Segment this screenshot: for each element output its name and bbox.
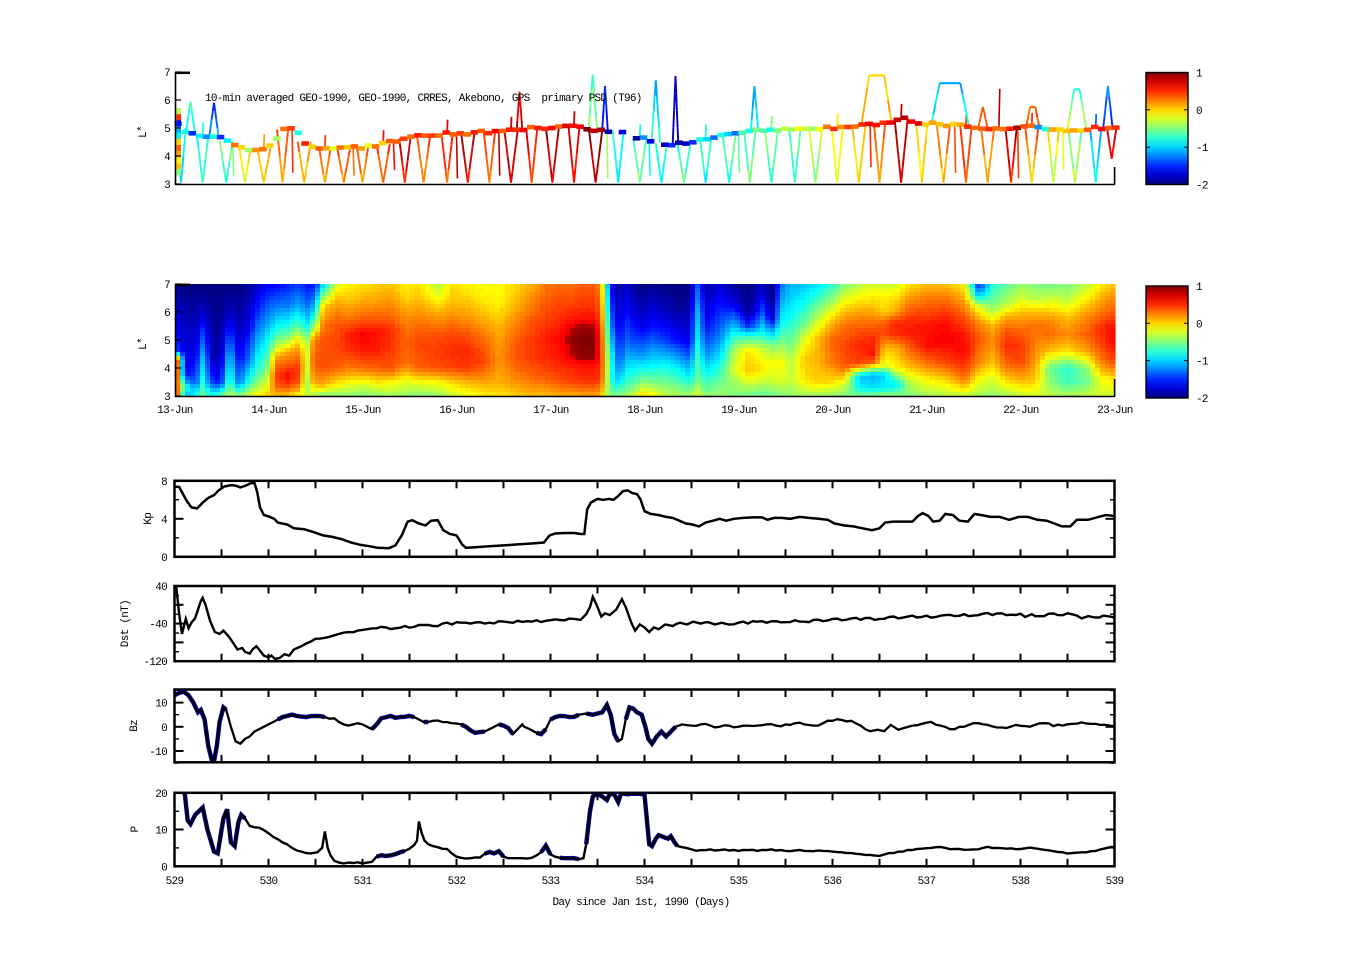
- svg-text:0: 0: [1196, 106, 1202, 118]
- svg-text:-2: -2: [1196, 394, 1208, 406]
- svg-text:-1: -1: [1196, 357, 1209, 369]
- svg-text:20: 20: [155, 789, 167, 801]
- svg-text:8: 8: [161, 477, 167, 489]
- svg-text:15-Jun: 15-Jun: [345, 405, 381, 417]
- svg-text:529: 529: [166, 876, 184, 888]
- svg-text:0: 0: [161, 723, 167, 735]
- svg-text:1: 1: [1196, 282, 1203, 294]
- svg-text:533: 533: [542, 876, 560, 888]
- svg-text:18-Jun: 18-Jun: [627, 405, 663, 417]
- svg-text:23-Jun: 23-Jun: [1097, 405, 1133, 417]
- svg-text:4: 4: [164, 152, 171, 164]
- svg-text:531: 531: [354, 876, 373, 888]
- svg-text:537: 537: [918, 876, 936, 888]
- svg-text:Dst (nT): Dst (nT): [120, 600, 132, 647]
- svg-text:538: 538: [1012, 876, 1030, 888]
- svg-text:5: 5: [164, 336, 170, 348]
- svg-text:14-Jun: 14-Jun: [251, 405, 287, 417]
- svg-text:0: 0: [161, 862, 167, 874]
- svg-text:534: 534: [636, 876, 655, 888]
- svg-text:530: 530: [260, 876, 278, 888]
- svg-text:4: 4: [164, 364, 171, 376]
- svg-text:21-Jun: 21-Jun: [909, 405, 945, 417]
- svg-text:5: 5: [164, 124, 170, 136]
- svg-text:13-Jun: 13-Jun: [157, 405, 193, 417]
- svg-text:3: 3: [164, 180, 170, 192]
- svg-text:1: 1: [1196, 69, 1203, 81]
- svg-text:-1: -1: [1196, 143, 1209, 155]
- svg-text:L*: L*: [137, 338, 150, 350]
- svg-text:16-Jun: 16-Jun: [439, 405, 475, 417]
- svg-text:-40: -40: [149, 620, 167, 632]
- svg-text:4: 4: [161, 515, 168, 527]
- svg-text:Kp: Kp: [143, 513, 155, 525]
- svg-text:0: 0: [1196, 319, 1202, 331]
- svg-text:0: 0: [161, 553, 167, 565]
- svg-text:532: 532: [448, 876, 466, 888]
- svg-text:17-Jun: 17-Jun: [533, 405, 569, 417]
- svg-text:535: 535: [730, 876, 748, 888]
- svg-text:L*: L*: [137, 126, 150, 138]
- svg-text:Day since Jan 1st, 1990 (Days): Day since Jan 1st, 1990 (Days): [552, 897, 729, 909]
- svg-text:-10: -10: [149, 747, 167, 759]
- svg-text:20-Jun: 20-Jun: [815, 405, 851, 417]
- svg-text:3: 3: [164, 392, 170, 404]
- svg-text:536: 536: [824, 876, 842, 888]
- svg-text:10: 10: [155, 699, 167, 711]
- svg-text:19-Jun: 19-Jun: [721, 405, 757, 417]
- svg-text:-2: -2: [1196, 181, 1208, 193]
- svg-text:P: P: [130, 825, 142, 832]
- svg-text:6: 6: [164, 308, 170, 320]
- svg-text:10: 10: [155, 826, 167, 838]
- svg-text:40: 40: [155, 582, 167, 594]
- svg-text:7: 7: [164, 280, 170, 292]
- svg-text:10-min averaged GEO-1990, GEO-: 10-min averaged GEO-1990, GEO-1990, CRRE…: [205, 93, 642, 105]
- svg-text:-120: -120: [143, 657, 167, 669]
- svg-text:6: 6: [164, 96, 170, 108]
- svg-text:22-Jun: 22-Jun: [1003, 405, 1039, 417]
- svg-text:7: 7: [164, 68, 170, 80]
- svg-text:539: 539: [1106, 876, 1124, 888]
- svg-text:Bz: Bz: [129, 720, 141, 732]
